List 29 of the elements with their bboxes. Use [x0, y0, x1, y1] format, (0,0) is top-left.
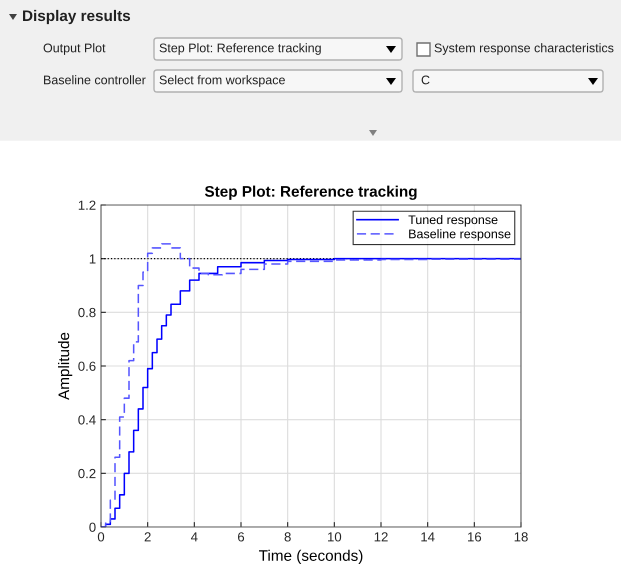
text: Step Plot: Reference tracking [160, 43, 321, 55]
y-tick-label: 0.4 [78, 415, 96, 425]
x-tick-label: 8 [284, 532, 291, 542]
chart-title: Step Plot: Reference tracking [204, 186, 417, 200]
text: Select from workspace [160, 75, 285, 87]
y-axis-title: Amplitude [58, 332, 72, 400]
x-tick-label: 14 [421, 532, 435, 542]
y-tick-label: 0 [89, 522, 96, 532]
x-tick-label: 0 [98, 532, 104, 542]
text: C [422, 76, 430, 84]
y-tick-label: 1 [90, 254, 96, 264]
text: System response characteristics [434, 43, 614, 55]
legend-label: Tuned response [408, 215, 498, 227]
text: Output Plot [44, 43, 106, 55]
x-axis-title: Time (seconds) [258, 550, 362, 564]
x-tick-label: 4 [190, 532, 198, 542]
legend-label: Baseline response [409, 229, 510, 241]
x-tick-label: 16 [468, 532, 482, 542]
x-tick-label: 18 [514, 532, 528, 542]
y-tick-label: 0.2 [78, 468, 96, 478]
text: Display results [23, 10, 130, 24]
x-tick-label: 12 [374, 532, 388, 542]
x-tick-label: 6 [238, 532, 244, 542]
x-tick-label: 2 [144, 532, 151, 542]
y-tick-label: 0.8 [78, 308, 96, 318]
text: Baseline controller [44, 75, 146, 84]
y-tick-label: 1.2 [78, 200, 96, 210]
x-tick-label: 10 [328, 532, 342, 542]
y-tick-label: 0.6 [78, 362, 96, 371]
